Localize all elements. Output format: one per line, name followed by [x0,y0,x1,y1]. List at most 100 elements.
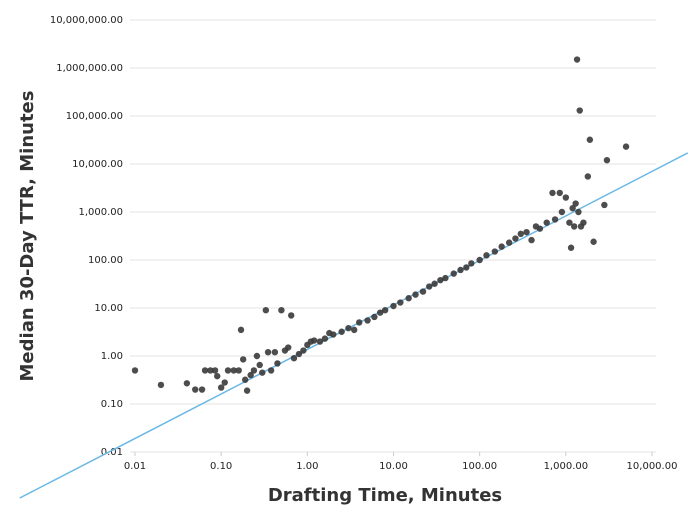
point [295,350,303,358]
point [491,248,499,255]
trendline [19,152,689,499]
point [580,219,587,226]
y-tick-label: 10,000,000.00 [50,15,123,26]
point [267,367,275,374]
x-tick-label: 10.00 [379,461,408,472]
point [214,372,221,380]
point [264,348,272,356]
point [338,328,345,335]
point [239,356,247,363]
point [356,319,363,326]
point [575,208,582,216]
point [224,367,232,374]
point [603,156,611,164]
point [230,367,237,374]
point [586,136,594,143]
x-axis-title: Drafting Time, Minutes [268,485,502,506]
point [457,266,464,274]
y-tick-label: 10.00 [94,303,123,314]
point [237,326,245,334]
point [330,331,337,338]
point [351,326,358,334]
point [498,243,505,250]
y-axis-title: Median 30-Day TTR, Minutes [17,91,38,382]
point [576,107,583,114]
y-tick-label: 1.00 [101,351,123,362]
point [570,223,578,230]
x-tick-label: 0.01 [124,461,146,472]
point [381,306,389,314]
point [198,386,206,393]
point [569,204,576,212]
point [405,295,412,302]
point [207,367,214,374]
point [567,244,575,251]
point [253,352,261,360]
point [235,367,242,374]
point [259,369,266,376]
point [247,371,254,379]
point [243,387,251,394]
point [316,338,324,345]
point [274,360,281,367]
point [601,201,608,209]
point [345,324,352,332]
point [310,337,318,344]
point [558,208,566,216]
point [262,306,270,314]
point [549,189,556,197]
point [221,379,228,386]
point [512,235,519,242]
point [483,252,490,259]
point [590,238,597,245]
point [250,367,258,374]
y-tick-label: 10,000.00 [72,159,123,170]
y-tick-label: 100,000.00 [66,111,123,122]
point [566,219,573,226]
x-tick-label: 1,000.00 [544,461,589,472]
point [157,381,165,389]
point [622,143,630,150]
x-tick-label: 0.10 [210,461,232,472]
point [241,376,249,383]
y-tick-label: 1,000,000.00 [56,63,123,74]
point [201,367,209,374]
point [536,225,544,232]
point [551,216,559,223]
point [523,228,530,236]
point [442,274,449,282]
point [437,276,444,284]
point [431,280,438,287]
point [584,173,592,180]
point [278,306,285,314]
y-tick-label: 0.01 [101,447,123,458]
point [476,256,483,264]
point [285,344,292,351]
point [192,386,199,393]
point [543,219,550,226]
point [572,200,579,207]
point [288,312,295,319]
point [364,317,371,324]
point [505,239,513,246]
point [419,288,427,295]
point [217,384,225,391]
point [450,270,457,277]
x-tick-label: 1.00 [296,461,318,472]
point [426,283,433,290]
y-tick-label: 1,000.00 [78,207,123,218]
point [556,189,563,197]
point [256,361,263,369]
point [463,264,470,271]
point [183,380,191,387]
point [573,56,581,63]
y-tick-label: 100.00 [88,255,123,266]
point [517,230,524,238]
point [211,367,219,374]
point [412,291,419,298]
point [376,309,384,316]
point [300,347,307,354]
point [371,313,378,321]
point [131,367,139,374]
